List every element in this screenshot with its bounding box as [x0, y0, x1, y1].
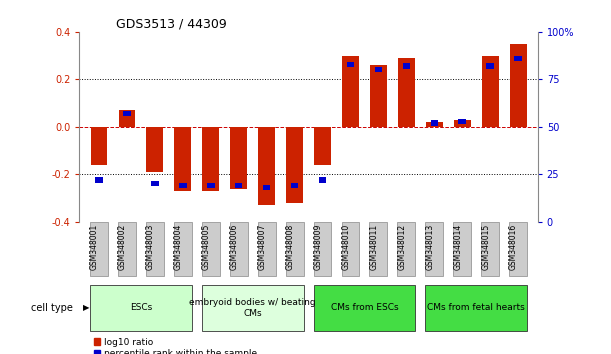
- Text: GSM348016: GSM348016: [509, 223, 518, 270]
- Bar: [342, 56, 359, 127]
- Bar: [202, 127, 219, 191]
- Bar: [118, 222, 136, 276]
- Bar: [370, 222, 387, 276]
- Text: GSM348009: GSM348009: [313, 223, 323, 270]
- Text: GSM348014: GSM348014: [453, 223, 463, 270]
- Bar: [286, 127, 303, 203]
- Bar: [370, 65, 387, 127]
- Text: GSM348004: GSM348004: [174, 223, 183, 270]
- Text: CMs from fetal hearts: CMs from fetal hearts: [427, 303, 525, 313]
- Bar: [286, 222, 304, 276]
- Bar: [314, 127, 331, 165]
- Text: GSM348012: GSM348012: [397, 223, 406, 270]
- Bar: [119, 110, 135, 127]
- Text: GSM348002: GSM348002: [118, 223, 127, 270]
- Bar: [458, 119, 466, 124]
- Bar: [431, 120, 438, 126]
- Bar: [202, 222, 220, 276]
- Bar: [179, 183, 186, 188]
- Bar: [319, 177, 326, 183]
- Bar: [90, 127, 108, 165]
- Bar: [151, 181, 159, 187]
- Bar: [454, 120, 470, 127]
- Bar: [291, 183, 298, 188]
- Text: embryoid bodies w/ beating
CMs: embryoid bodies w/ beating CMs: [189, 298, 316, 318]
- Bar: [346, 62, 354, 67]
- Bar: [481, 222, 499, 276]
- Bar: [514, 56, 522, 61]
- Text: GSM348010: GSM348010: [342, 223, 351, 270]
- Bar: [482, 56, 499, 127]
- Bar: [258, 222, 276, 276]
- Text: cell type: cell type: [31, 303, 73, 313]
- Bar: [174, 127, 191, 191]
- Bar: [146, 222, 164, 276]
- Bar: [398, 58, 415, 127]
- Bar: [258, 127, 275, 205]
- Legend: log10 ratio, percentile rank within the sample: log10 ratio, percentile rank within the …: [90, 334, 260, 354]
- Bar: [486, 63, 494, 69]
- Bar: [263, 185, 271, 190]
- Text: GSM348008: GSM348008: [285, 223, 295, 270]
- Text: GSM348007: GSM348007: [258, 223, 266, 270]
- Bar: [453, 222, 471, 276]
- Text: GDS3513 / 44309: GDS3513 / 44309: [116, 18, 227, 31]
- Bar: [123, 111, 131, 116]
- Text: GSM348003: GSM348003: [146, 223, 155, 270]
- Text: ESCs: ESCs: [130, 303, 152, 313]
- Bar: [230, 222, 247, 276]
- Bar: [426, 122, 443, 127]
- Bar: [313, 222, 331, 276]
- Text: GSM348005: GSM348005: [202, 223, 211, 270]
- Bar: [342, 222, 359, 276]
- Bar: [509, 222, 527, 276]
- Text: GSM348006: GSM348006: [230, 223, 239, 270]
- Bar: [397, 222, 415, 276]
- Text: GSM348013: GSM348013: [425, 223, 434, 270]
- Bar: [425, 222, 443, 276]
- Text: GSM348011: GSM348011: [370, 223, 378, 270]
- Bar: [235, 183, 243, 188]
- Bar: [230, 127, 247, 189]
- Text: ▶: ▶: [82, 303, 89, 313]
- Bar: [510, 44, 527, 127]
- Bar: [403, 63, 410, 69]
- Text: CMs from ESCs: CMs from ESCs: [331, 303, 398, 313]
- Bar: [90, 222, 108, 276]
- Bar: [174, 222, 192, 276]
- Text: GSM348015: GSM348015: [481, 223, 490, 270]
- Bar: [95, 177, 103, 183]
- Bar: [375, 67, 382, 73]
- Bar: [207, 183, 214, 188]
- Bar: [147, 127, 163, 172]
- Text: GSM348001: GSM348001: [90, 223, 99, 270]
